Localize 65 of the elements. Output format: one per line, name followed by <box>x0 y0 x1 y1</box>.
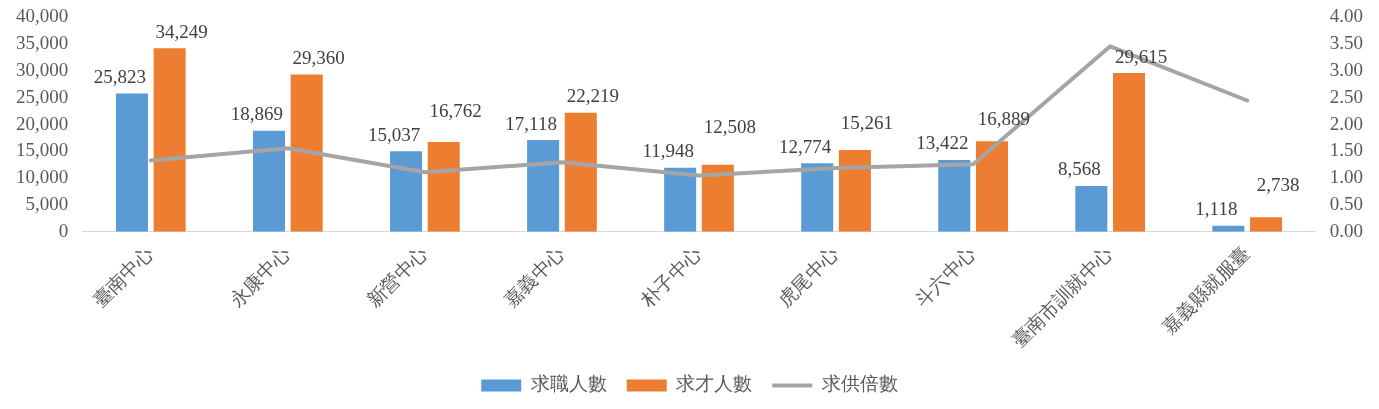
x-tick-label: 新營中心 <box>362 242 432 311</box>
data-label: 1,118 <box>1195 198 1238 220</box>
data-label: 15,037 <box>367 123 421 145</box>
bar <box>115 93 148 232</box>
data-label: 18,869 <box>230 103 284 125</box>
x-tick-label: 虎尾中心 <box>773 242 843 311</box>
bar <box>938 159 971 232</box>
y2-tick-label: 0.00 <box>1329 219 1363 241</box>
data-label: 11,948 <box>642 140 694 162</box>
y2-tick-label: 2.00 <box>1329 112 1363 134</box>
x-tick-label: 斗六中心 <box>910 242 980 311</box>
bar <box>564 112 597 232</box>
bar <box>1250 217 1283 232</box>
bar <box>801 163 834 232</box>
bar <box>838 150 871 232</box>
data-label: 8,568 <box>1057 158 1101 180</box>
data-label: 13,422 <box>916 132 969 154</box>
bar <box>1075 185 1108 232</box>
y2-tick-label: 0.50 <box>1329 193 1363 215</box>
x-tick-label: 永康中心 <box>225 242 295 311</box>
x-tick-label: 朴子中心 <box>636 242 706 312</box>
y2-tick-label: 1.00 <box>1329 166 1363 188</box>
bar <box>1112 73 1146 232</box>
y-tick-label: 25,000 <box>16 85 69 107</box>
y-tick-label: 35,000 <box>16 32 69 54</box>
y-tick-label: 5,000 <box>25 193 69 215</box>
bar <box>975 141 1008 232</box>
x-tick-label: 嘉義縣就服臺 <box>1158 242 1254 338</box>
bar <box>153 48 186 232</box>
y-tick-label: 0 <box>58 219 69 241</box>
y-tick-label: 30,000 <box>16 58 69 80</box>
bar <box>252 130 286 232</box>
data-label: 22,219 <box>566 85 619 107</box>
y-tick-label: 40,000 <box>16 5 69 27</box>
y2-tick-label: 3.50 <box>1329 32 1363 54</box>
data-label: 15,261 <box>840 111 894 133</box>
legend-label: 求職人數 <box>530 373 607 395</box>
x-tick-label: 嘉義中心 <box>499 242 569 311</box>
bar <box>290 74 323 232</box>
y-tick-label: 20,000 <box>16 112 69 134</box>
y2-tick-label: 3.00 <box>1329 58 1363 80</box>
data-label: 29,615 <box>1114 45 1168 67</box>
x-tick-label: 臺南中心 <box>88 242 158 311</box>
data-label: 12,774 <box>779 135 832 157</box>
bar <box>427 141 460 232</box>
y-tick-label: 15,000 <box>16 139 69 161</box>
legend-label: 求才人數 <box>676 373 753 395</box>
data-label: 29,360 <box>292 46 345 68</box>
bar <box>664 167 697 232</box>
y2-tick-label: 4.00 <box>1329 5 1363 27</box>
data-label: 2,738 <box>1256 174 1300 196</box>
y2-tick-label: 2.50 <box>1329 85 1363 107</box>
bar <box>527 140 560 232</box>
data-label: 16,889 <box>977 108 1031 130</box>
legend-label: 求供倍數 <box>821 373 898 395</box>
data-label: 34,249 <box>155 20 208 42</box>
data-label: 12,508 <box>703 116 756 138</box>
y2-tick-label: 1.50 <box>1329 139 1363 161</box>
bar <box>701 164 734 232</box>
data-label: 25,823 <box>93 65 147 87</box>
y-tick-label: 10,000 <box>16 166 69 188</box>
data-label: 16,762 <box>429 99 482 121</box>
data-label: 17,118 <box>505 112 557 134</box>
bar <box>390 151 423 232</box>
x-tick-label: 臺南市訓就中心 <box>1007 242 1117 352</box>
